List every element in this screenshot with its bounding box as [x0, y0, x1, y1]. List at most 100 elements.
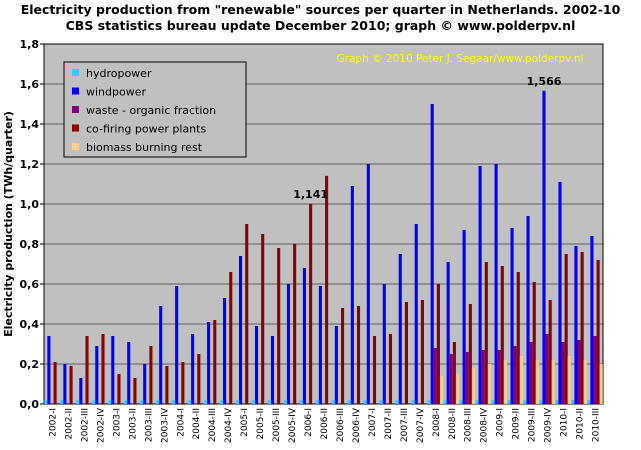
bar-hydropower-2006-I [299, 400, 303, 404]
legend-swatch [72, 143, 79, 150]
bar-biomass-burning-rest-2009-I [503, 360, 507, 404]
x-tick-label: 2006-IV [352, 407, 362, 443]
bar-windpower-2005-IV [286, 284, 291, 404]
bar-co-firing-power-plants-2007-IV [420, 300, 424, 404]
bar-co-firing-power-plants-2003-II [133, 378, 137, 404]
bar-hydropower-2006-II [315, 400, 319, 404]
x-tick-label: 2010-III [592, 408, 602, 442]
bar-windpower-2004-IV [223, 298, 227, 404]
bar-waste-organic-fraction-2008-III [465, 352, 469, 404]
bar-co-firing-power-plants-2008-I [436, 284, 440, 404]
annotation-label: 1,566 [527, 75, 562, 88]
bar-co-firing-power-plants-2003-III [149, 346, 153, 404]
bar-windpower-2008-I [430, 104, 434, 404]
x-tick-label: 2009-I [496, 408, 506, 437]
x-tick-label: 2005-IV [288, 407, 298, 443]
legend-entry-label: windpower [86, 86, 146, 99]
bar-windpower-2006-II [318, 286, 322, 404]
bar-co-firing-power-plants-2005-I [245, 224, 249, 404]
bar-windpower-2006-IV [350, 186, 354, 404]
bar-hydropower-2002-I [44, 400, 48, 404]
bar-windpower-2002-III [79, 378, 83, 404]
bar-windpower-2002-I [47, 336, 51, 404]
y-tick-label: 1,8 [20, 38, 40, 51]
x-tick-label: 2003-I [112, 408, 122, 437]
bar-waste-organic-fraction-2008-IV [481, 350, 485, 404]
bar-hydropower-2002-IV [92, 400, 96, 404]
bar-hydropower-2009-I [491, 400, 495, 404]
bar-windpower-2010-I [558, 182, 562, 404]
bar-hydropower-2008-II [443, 400, 447, 404]
bar-co-firing-power-plants-2009-IV [548, 300, 552, 404]
bar-hydropower-2005-II [251, 400, 255, 404]
bar-co-firing-power-plants-2008-III [468, 304, 472, 404]
bar-hydropower-2010-II [571, 400, 575, 404]
y-tick-label: 1,2 [20, 158, 40, 171]
x-tick-label: 2003-III [144, 408, 154, 442]
x-tick-label: 2009-IV [544, 407, 554, 443]
x-tick-label: 2002-I [48, 408, 58, 437]
bar-hydropower-2005-III [267, 400, 271, 404]
bar-hydropower-2008-III [459, 400, 463, 404]
bar-co-firing-power-plants-2009-I [500, 266, 504, 404]
bar-co-firing-power-plants-2006-II [325, 175, 329, 404]
bar-waste-organic-fraction-2009-I [497, 350, 501, 404]
x-tick-label: 2007-I [368, 408, 378, 437]
x-tick-label: 2006-II [320, 408, 330, 439]
bar-windpower-2003-I [111, 336, 115, 404]
bar-co-firing-power-plants-2004-IV [229, 272, 233, 404]
legend-swatch [72, 106, 79, 113]
bar-hydropower-2006-III [331, 400, 335, 404]
bar-windpower-2004-I [175, 286, 179, 404]
bar-hydropower-2008-IV [475, 400, 479, 404]
bar-co-firing-power-plants-2009-III [532, 282, 536, 404]
bar-co-firing-power-plants-2007-III [404, 302, 409, 404]
bar-co-firing-power-plants-2005-II [261, 234, 265, 404]
bar-co-firing-power-plants-2002-I [53, 362, 57, 404]
bar-hydropower-2007-III [395, 400, 399, 404]
bar-hydropower-2010-III [587, 400, 591, 404]
bar-co-firing-power-plants-2003-I [117, 374, 121, 404]
bar-windpower-2010-III [590, 236, 594, 404]
bar-windpower-2006-I [302, 268, 306, 404]
x-tick-label: 2010-I [560, 408, 570, 437]
legend-entry-label: biomass burning rest [86, 141, 203, 154]
x-tick-label: 2006-I [304, 408, 314, 437]
bar-co-firing-power-plants-2002-IV [101, 334, 105, 404]
y-axis-label: Electricity production (TWh/quarter) [2, 111, 15, 337]
bar-hydropower-2009-III [523, 400, 527, 404]
x-tick-label: 2008-IV [480, 407, 490, 443]
x-tick-label: 2009-II [512, 408, 522, 439]
bar-windpower-2006-III [334, 326, 338, 404]
bar-co-firing-power-plants-2008-II [452, 342, 456, 404]
bar-windpower-2005-I [238, 256, 243, 404]
x-tick-label: 2003-II [128, 408, 138, 439]
bar-co-firing-power-plants-2003-IV [165, 366, 169, 404]
bar-co-firing-power-plants-2002-III [85, 336, 89, 404]
x-tick-label: 2004-I [176, 408, 186, 437]
bar-hydropower-2009-IV [539, 400, 543, 404]
legend-box [63, 61, 247, 158]
bar-windpower-2007-I [366, 164, 370, 404]
bar-co-firing-power-plants-2004-III [213, 320, 217, 404]
legend: hydropower windpower waste - organic fract… [63, 61, 247, 158]
bar-hydropower-2002-III [76, 400, 80, 404]
bar-windpower-2007-IV [414, 224, 418, 404]
bar-co-firing-power-plants-2004-I [181, 362, 185, 404]
bar-windpower-2009-II [510, 228, 514, 404]
bar-biomass-burning-rest-2008-IV [487, 364, 491, 404]
chart-subtitle: CBS statistics bureau update December 20… [65, 18, 576, 33]
bar-windpower-2010-II [574, 246, 578, 404]
legend-entry-label: hydropower [86, 67, 152, 80]
bar-waste-organic-fraction-2010-III [593, 336, 597, 404]
y-tick-label: 0,4 [20, 318, 40, 331]
y-tick-label: 0,8 [20, 238, 40, 251]
bar-windpower-2005-III [270, 336, 275, 404]
bar-windpower-2002-IV [95, 346, 99, 404]
x-tick-label: 2005-I [240, 408, 250, 437]
bar-co-firing-power-plants-2006-I [309, 204, 313, 404]
bar-biomass-burning-rest-2008-I [439, 376, 444, 404]
x-tick-label: 2005-II [256, 408, 266, 439]
x-tick-label: 2005-III [272, 408, 282, 442]
